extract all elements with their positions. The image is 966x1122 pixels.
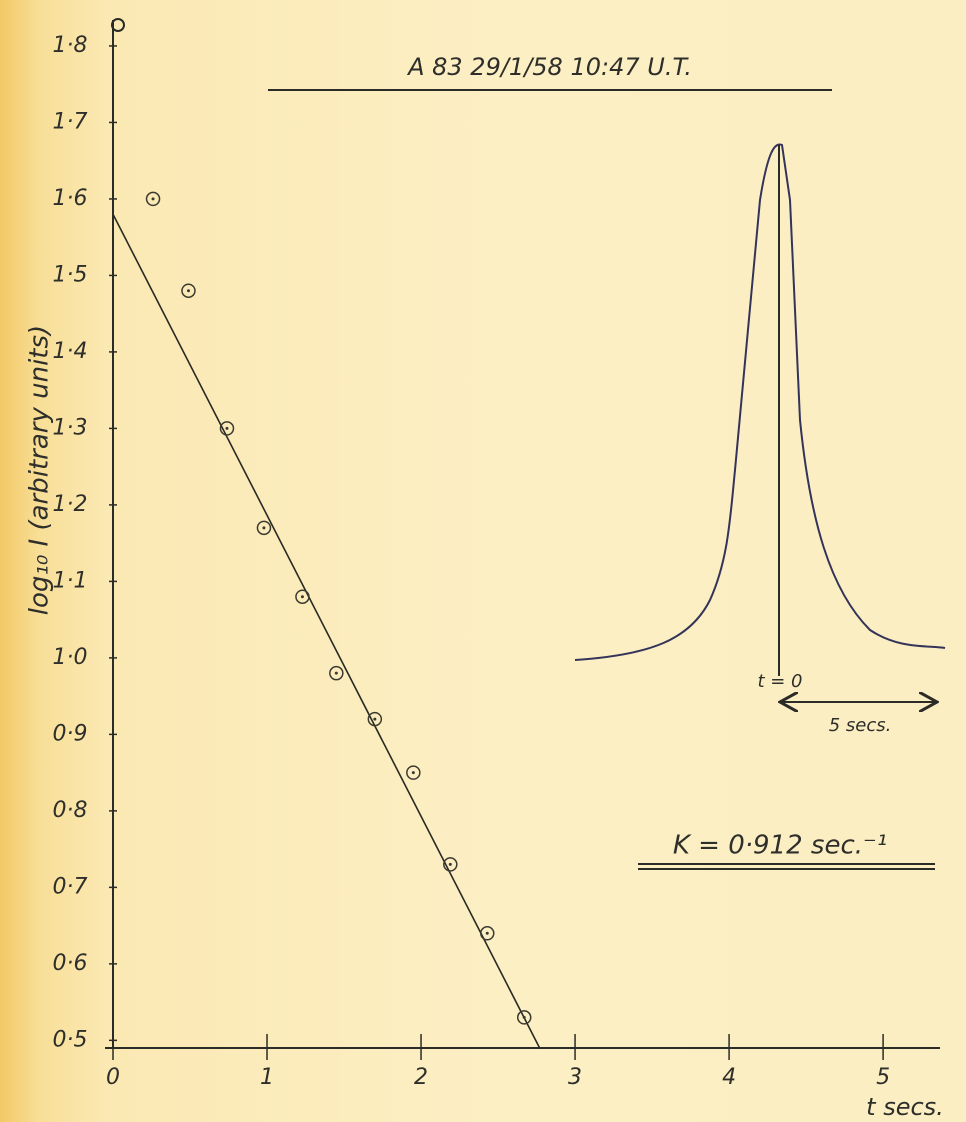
y-tick-label: 1·3 xyxy=(53,415,88,440)
data-point xyxy=(181,283,196,298)
data-point-center xyxy=(485,931,489,935)
x-tick-label: 0 xyxy=(106,1065,120,1090)
data-point xyxy=(295,589,310,604)
data-point-center xyxy=(373,717,377,721)
inset-label: t = 0 xyxy=(757,671,802,692)
data-point-center xyxy=(225,426,229,430)
y-tick-label: 1·2 xyxy=(53,492,88,517)
y-tick-label: 0·5 xyxy=(53,1027,88,1052)
data-point xyxy=(443,857,458,872)
axis-end xyxy=(111,18,125,32)
data-point-center xyxy=(151,197,155,201)
y-tick-label: 1·5 xyxy=(53,262,88,287)
data-point xyxy=(406,765,421,780)
chart-title: A 83 29/1/58 10:47 U.T. xyxy=(406,53,692,81)
fit-line xyxy=(112,213,541,1049)
inset-scale-label: 5 secs. xyxy=(829,715,892,736)
y-tick-label: 1·6 xyxy=(53,186,88,211)
data-point xyxy=(145,191,161,207)
y-tick-label: 1·1 xyxy=(53,568,88,593)
data-point-center xyxy=(448,862,452,866)
x-tick-label: 3 xyxy=(568,1065,582,1090)
y-tick-label: 1·7 xyxy=(53,109,88,134)
data-point-center xyxy=(300,595,304,599)
data-point-center xyxy=(186,289,190,293)
inset-peak-curve xyxy=(574,143,946,661)
y-tick-label: 1·8 xyxy=(53,33,88,58)
data-point xyxy=(256,520,272,536)
data-point xyxy=(219,421,235,436)
rate-annotation: K = 0·912 sec.⁻¹ xyxy=(673,831,887,861)
data-point-center xyxy=(334,671,338,675)
y-tick-label: 0·9 xyxy=(53,721,88,746)
x-tick-label: 1 xyxy=(260,1065,274,1090)
y-tick-label: 1·4 xyxy=(53,339,88,364)
y-tick-label: 0·6 xyxy=(53,951,88,976)
y-tick-label: 0·8 xyxy=(53,798,88,823)
x-tick-label: 5 xyxy=(876,1065,890,1090)
data-point-center xyxy=(262,526,266,530)
data-point xyxy=(329,665,344,681)
data-point-center xyxy=(411,771,415,775)
x-tick-label: 2 xyxy=(414,1065,428,1090)
data-point xyxy=(480,926,495,941)
y-tick-label: 1·0 xyxy=(53,645,88,670)
y-axis-label: log₁₀ I (arbitrary units) xyxy=(25,325,55,615)
x-axis-label: t secs. xyxy=(866,1093,944,1121)
data-point xyxy=(367,711,383,727)
x-tick-label: 4 xyxy=(722,1065,736,1090)
data-point-center xyxy=(522,1015,526,1019)
data-point xyxy=(516,1010,532,1025)
y-tick-label: 0·7 xyxy=(53,874,88,899)
